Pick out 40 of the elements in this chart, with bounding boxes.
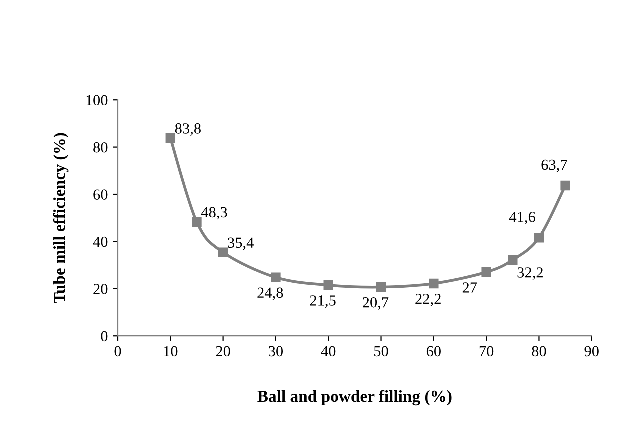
data-label: 21,5: [310, 296, 336, 308]
y-tick-label: 20: [94, 284, 108, 294]
point: [482, 268, 492, 278]
data-label: 41,6: [509, 212, 536, 225]
data-label: 22,2: [416, 294, 441, 306]
point: [429, 278, 439, 289]
y-tick-label: 0: [101, 331, 108, 342]
y-tick-label: 80: [94, 142, 108, 153]
x-tick-label: 50: [374, 346, 388, 357]
data-label: 32,2: [518, 268, 543, 280]
point: [534, 233, 544, 243]
point: [560, 180, 570, 191]
x-tick-label: 70: [480, 346, 494, 357]
data-label: 48,3: [201, 207, 228, 220]
x-tick-label: 90: [584, 346, 599, 357]
y-tick-label: 40: [93, 236, 108, 248]
data-label: 83,8: [175, 124, 201, 136]
x-tick-label: 30: [269, 346, 284, 357]
x-tick-label: 60: [426, 346, 441, 357]
data-label: 63,7: [542, 160, 568, 172]
x-tick-label: 10: [164, 346, 178, 357]
x-tick-label: 80: [532, 346, 546, 357]
point: [218, 248, 228, 258]
point: [508, 255, 518, 265]
point: [376, 282, 386, 292]
data-label: 24,8: [258, 288, 284, 300]
x-tick-label: 0: [114, 346, 122, 357]
y-axis-title: Tube mill efficiency (%): [53, 133, 69, 304]
data-label: 27: [462, 282, 478, 293]
data-label: 35,4: [228, 238, 254, 250]
point: [192, 217, 202, 227]
point: [166, 133, 176, 144]
x-tick-label: 40: [321, 346, 336, 357]
y-tick-label: 60: [94, 190, 108, 200]
data-label: 20,7: [363, 297, 389, 310]
x-tick-label: 20: [216, 346, 230, 357]
point: [324, 280, 334, 290]
x-axis-title: Ball and powder filling (%): [258, 390, 452, 406]
y-tick-label: 100: [86, 95, 108, 106]
point: [271, 272, 281, 282]
